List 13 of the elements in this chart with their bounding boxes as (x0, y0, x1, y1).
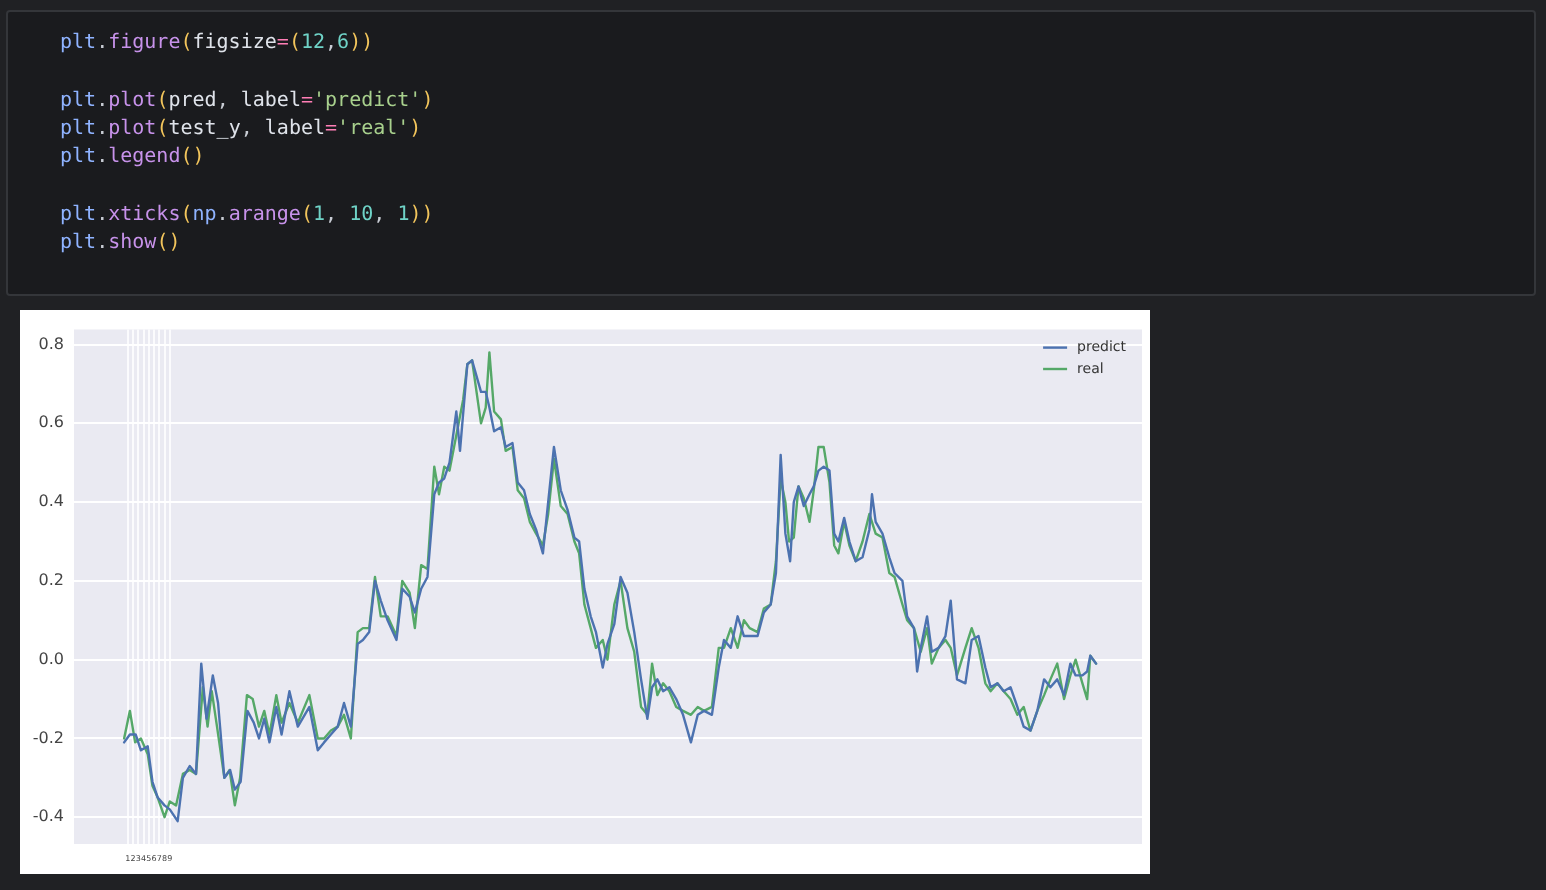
text: plt.legend() (60, 146, 205, 169)
text: plt.show() (60, 232, 181, 255)
y-tick-label: 0.6 (38, 413, 64, 432)
text: plt.plot(test_y, label='real') (60, 117, 422, 140)
y-tick-label: 0.2 (38, 571, 64, 590)
y-tick-label: -0.2 (32, 728, 64, 747)
y-tick-label: -0.4 (32, 807, 64, 826)
y-tick-label: 0.8 (38, 334, 64, 353)
y-tick-label: 0.4 (38, 492, 64, 511)
text: plt.plot(pred, label='predict') (60, 89, 434, 112)
text: plt.xticks(np.arange(1, 10, 1)) (60, 203, 434, 226)
text: plt.figure(figsize=(12,6)) (60, 32, 374, 54)
y-tick-label: 0.0 (38, 649, 64, 668)
